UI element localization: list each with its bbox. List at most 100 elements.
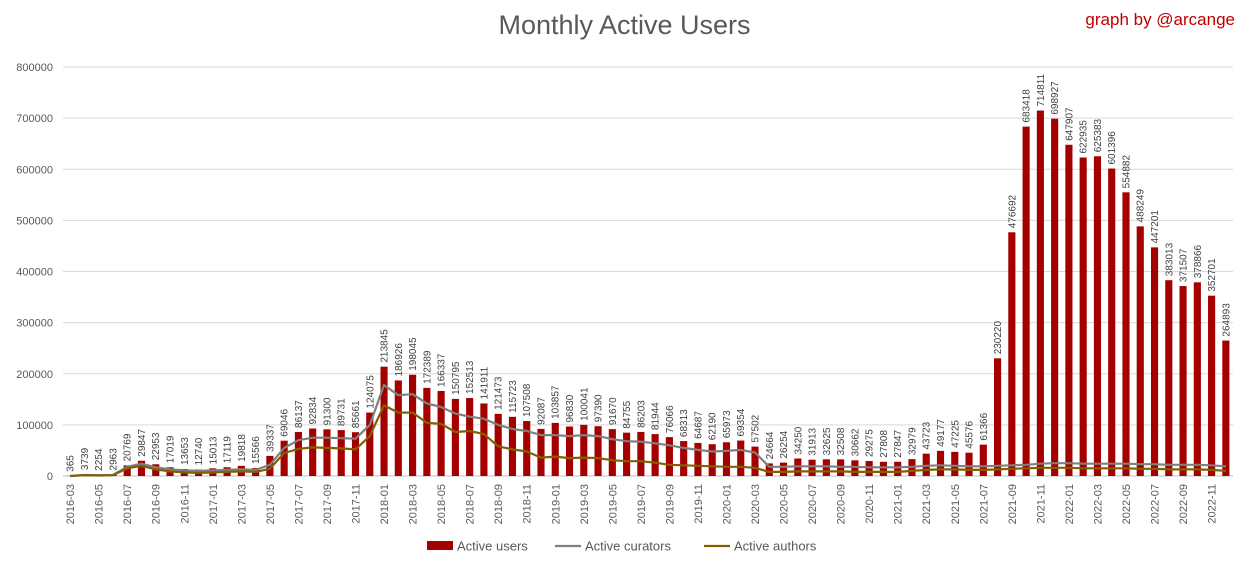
bar — [1036, 110, 1044, 476]
bar — [1022, 126, 1030, 477]
data-label: 24664 — [765, 431, 776, 459]
x-tick-label: 2019-03 — [579, 484, 591, 524]
data-label: 69046 — [280, 408, 291, 436]
bar — [437, 390, 445, 476]
x-tick-label: 2020-11 — [864, 484, 876, 524]
x-tick-label: 2017-01 — [208, 484, 220, 524]
data-label: 264893 — [1221, 303, 1232, 337]
bar — [637, 431, 645, 476]
data-label: 622935 — [1079, 120, 1090, 154]
x-tick-label: 2017-05 — [265, 484, 277, 524]
data-label: 91300 — [322, 397, 333, 425]
bar — [409, 374, 417, 476]
x-tick-label: 2019-11 — [693, 484, 705, 524]
data-label: 84755 — [622, 400, 633, 428]
data-label: 124075 — [365, 375, 376, 409]
data-label: 30662 — [850, 428, 861, 456]
data-label: 152513 — [465, 360, 476, 394]
x-tick-label: 2020-03 — [750, 484, 762, 524]
x-tick-label: 2022-01 — [1064, 484, 1076, 524]
bar — [994, 358, 1002, 476]
x-tick-label: 2020-05 — [779, 484, 791, 524]
bar — [623, 432, 631, 476]
bar — [779, 462, 788, 476]
y-axis: 0 100000 200000 300000 400000 500000 600000 700… — [16, 62, 53, 483]
x-tick-label: 2021-11 — [1035, 484, 1047, 524]
data-label: 714811 — [1036, 73, 1047, 106]
data-label: 32979 — [907, 427, 918, 455]
bar — [1108, 168, 1116, 476]
bar — [451, 398, 459, 476]
y-tick-label: 200000 — [16, 369, 53, 381]
x-tick-label: 2016-05 — [94, 484, 106, 524]
x-tick-label: 2017-11 — [351, 484, 363, 524]
series-line — [70, 383, 1226, 478]
data-label: 100041 — [579, 387, 590, 421]
bar — [665, 437, 673, 476]
bar — [380, 366, 388, 476]
data-label: 64687 — [693, 411, 704, 439]
bar — [423, 387, 431, 476]
x-tick-label: 2022-07 — [1150, 484, 1162, 524]
data-label: 13653 — [180, 437, 191, 465]
legend-label: Active curators — [585, 539, 671, 554]
bar — [1008, 232, 1016, 476]
bar — [851, 460, 859, 476]
x-tick-label: 2018-05 — [436, 484, 448, 524]
x-tick-label: 2018-07 — [465, 484, 477, 524]
data-label: 371507 — [1179, 248, 1190, 282]
data-label: 172389 — [422, 350, 433, 384]
data-label: 121473 — [494, 376, 505, 410]
bar — [1079, 157, 1087, 476]
data-label: 186926 — [394, 343, 405, 377]
bar — [1122, 192, 1130, 476]
data-label: 57502 — [751, 414, 762, 442]
bar — [309, 428, 317, 476]
data-label: 62190 — [708, 412, 719, 440]
data-label: 81944 — [651, 402, 662, 430]
bar — [294, 431, 302, 476]
data-label: 683418 — [1022, 89, 1033, 123]
x-tick-label: 2021-01 — [893, 484, 905, 524]
data-label: 166337 — [437, 353, 448, 387]
x-tick-label: 2018-01 — [379, 484, 391, 524]
x-axis: 2016-03 2016-05 2016-07 2016-09 2016-11 2017-… — [65, 484, 1218, 524]
data-label: 198045 — [408, 337, 419, 371]
bar — [523, 421, 531, 476]
bar — [508, 416, 517, 476]
data-label: 476692 — [1007, 194, 1018, 228]
bar — [765, 463, 773, 476]
bar — [651, 434, 659, 476]
data-label: 103857 — [551, 385, 562, 419]
data-label: 365 — [66, 455, 77, 472]
bar — [1193, 282, 1201, 476]
data-label: 47225 — [950, 420, 961, 448]
x-tick-label: 2020-01 — [721, 484, 733, 524]
data-label: 97390 — [594, 394, 605, 422]
data-label: 29847 — [137, 428, 148, 456]
data-label: 447201 — [1150, 210, 1161, 244]
x-tick-label: 2017-07 — [293, 484, 305, 524]
data-label: 230220 — [993, 320, 1004, 354]
x-tick-label: 2021-03 — [921, 484, 933, 524]
data-label: 22953 — [151, 432, 162, 460]
y-tick-label: 0 — [47, 471, 53, 483]
bar — [694, 442, 702, 476]
data-label: 3739 — [80, 447, 91, 470]
x-tick-label: 2016-09 — [151, 484, 163, 524]
bar — [366, 412, 374, 476]
data-label: 68313 — [679, 409, 690, 437]
data-label: 89731 — [337, 398, 348, 426]
data-label: 698927 — [1050, 81, 1061, 115]
data-label: 34250 — [793, 426, 804, 454]
bar — [337, 430, 345, 476]
y-tick-label: 100000 — [16, 420, 53, 432]
bar — [894, 461, 902, 476]
x-tick-label: 2019-05 — [607, 484, 619, 524]
bar — [879, 461, 887, 476]
bar — [565, 426, 574, 476]
data-label: 27808 — [879, 430, 890, 458]
data-label: 92087 — [536, 397, 547, 425]
data-label: 91670 — [608, 397, 619, 425]
